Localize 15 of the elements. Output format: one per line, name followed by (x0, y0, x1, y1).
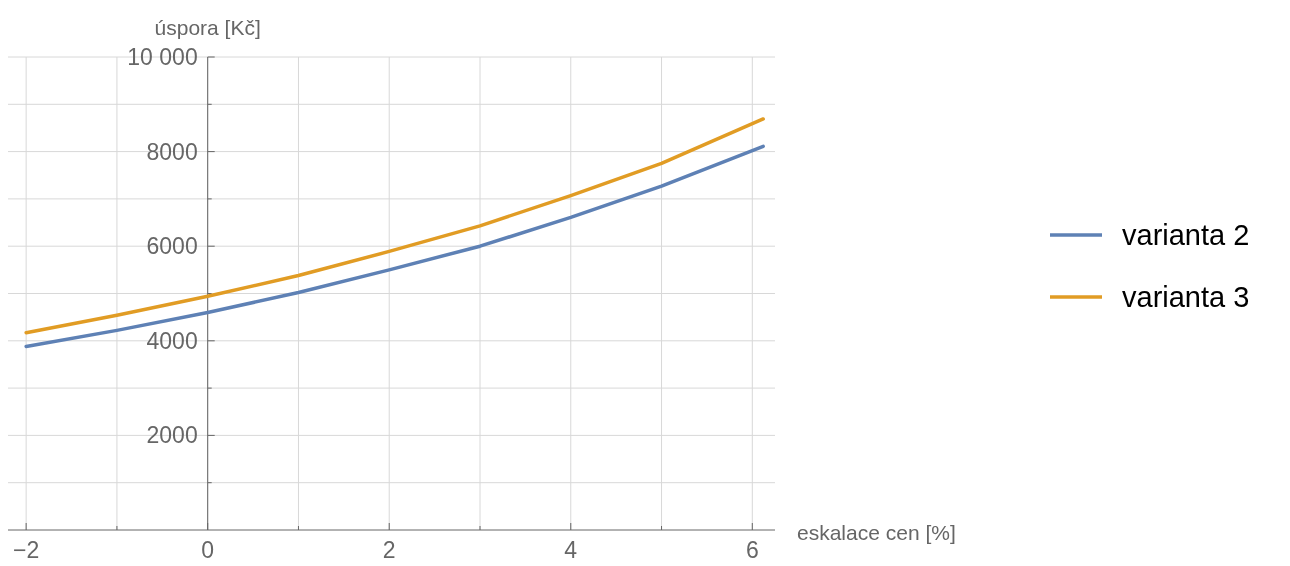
x-tick-label: −2 (13, 537, 40, 563)
y-tick-label: 10 000 (127, 44, 198, 70)
y-axis-title: úspora [Kč] (154, 16, 261, 39)
x-axis-title: eskalace cen [%] (797, 521, 956, 544)
y-tick-label: 6000 (146, 233, 198, 260)
legend-label: varianta 3 (1122, 281, 1250, 313)
legend-label: varianta 2 (1122, 219, 1250, 251)
y-tick-label: 8000 (146, 138, 198, 165)
x-tick-label: 4 (564, 537, 578, 563)
y-tick-label: 4000 (146, 327, 198, 354)
line-series (24, 144, 765, 349)
x-tick-label: 0 (201, 537, 215, 563)
x-tick-label: 6 (745, 537, 759, 563)
x-tick-label: 2 (382, 537, 396, 563)
y-tick-label: 2000 (146, 422, 198, 449)
